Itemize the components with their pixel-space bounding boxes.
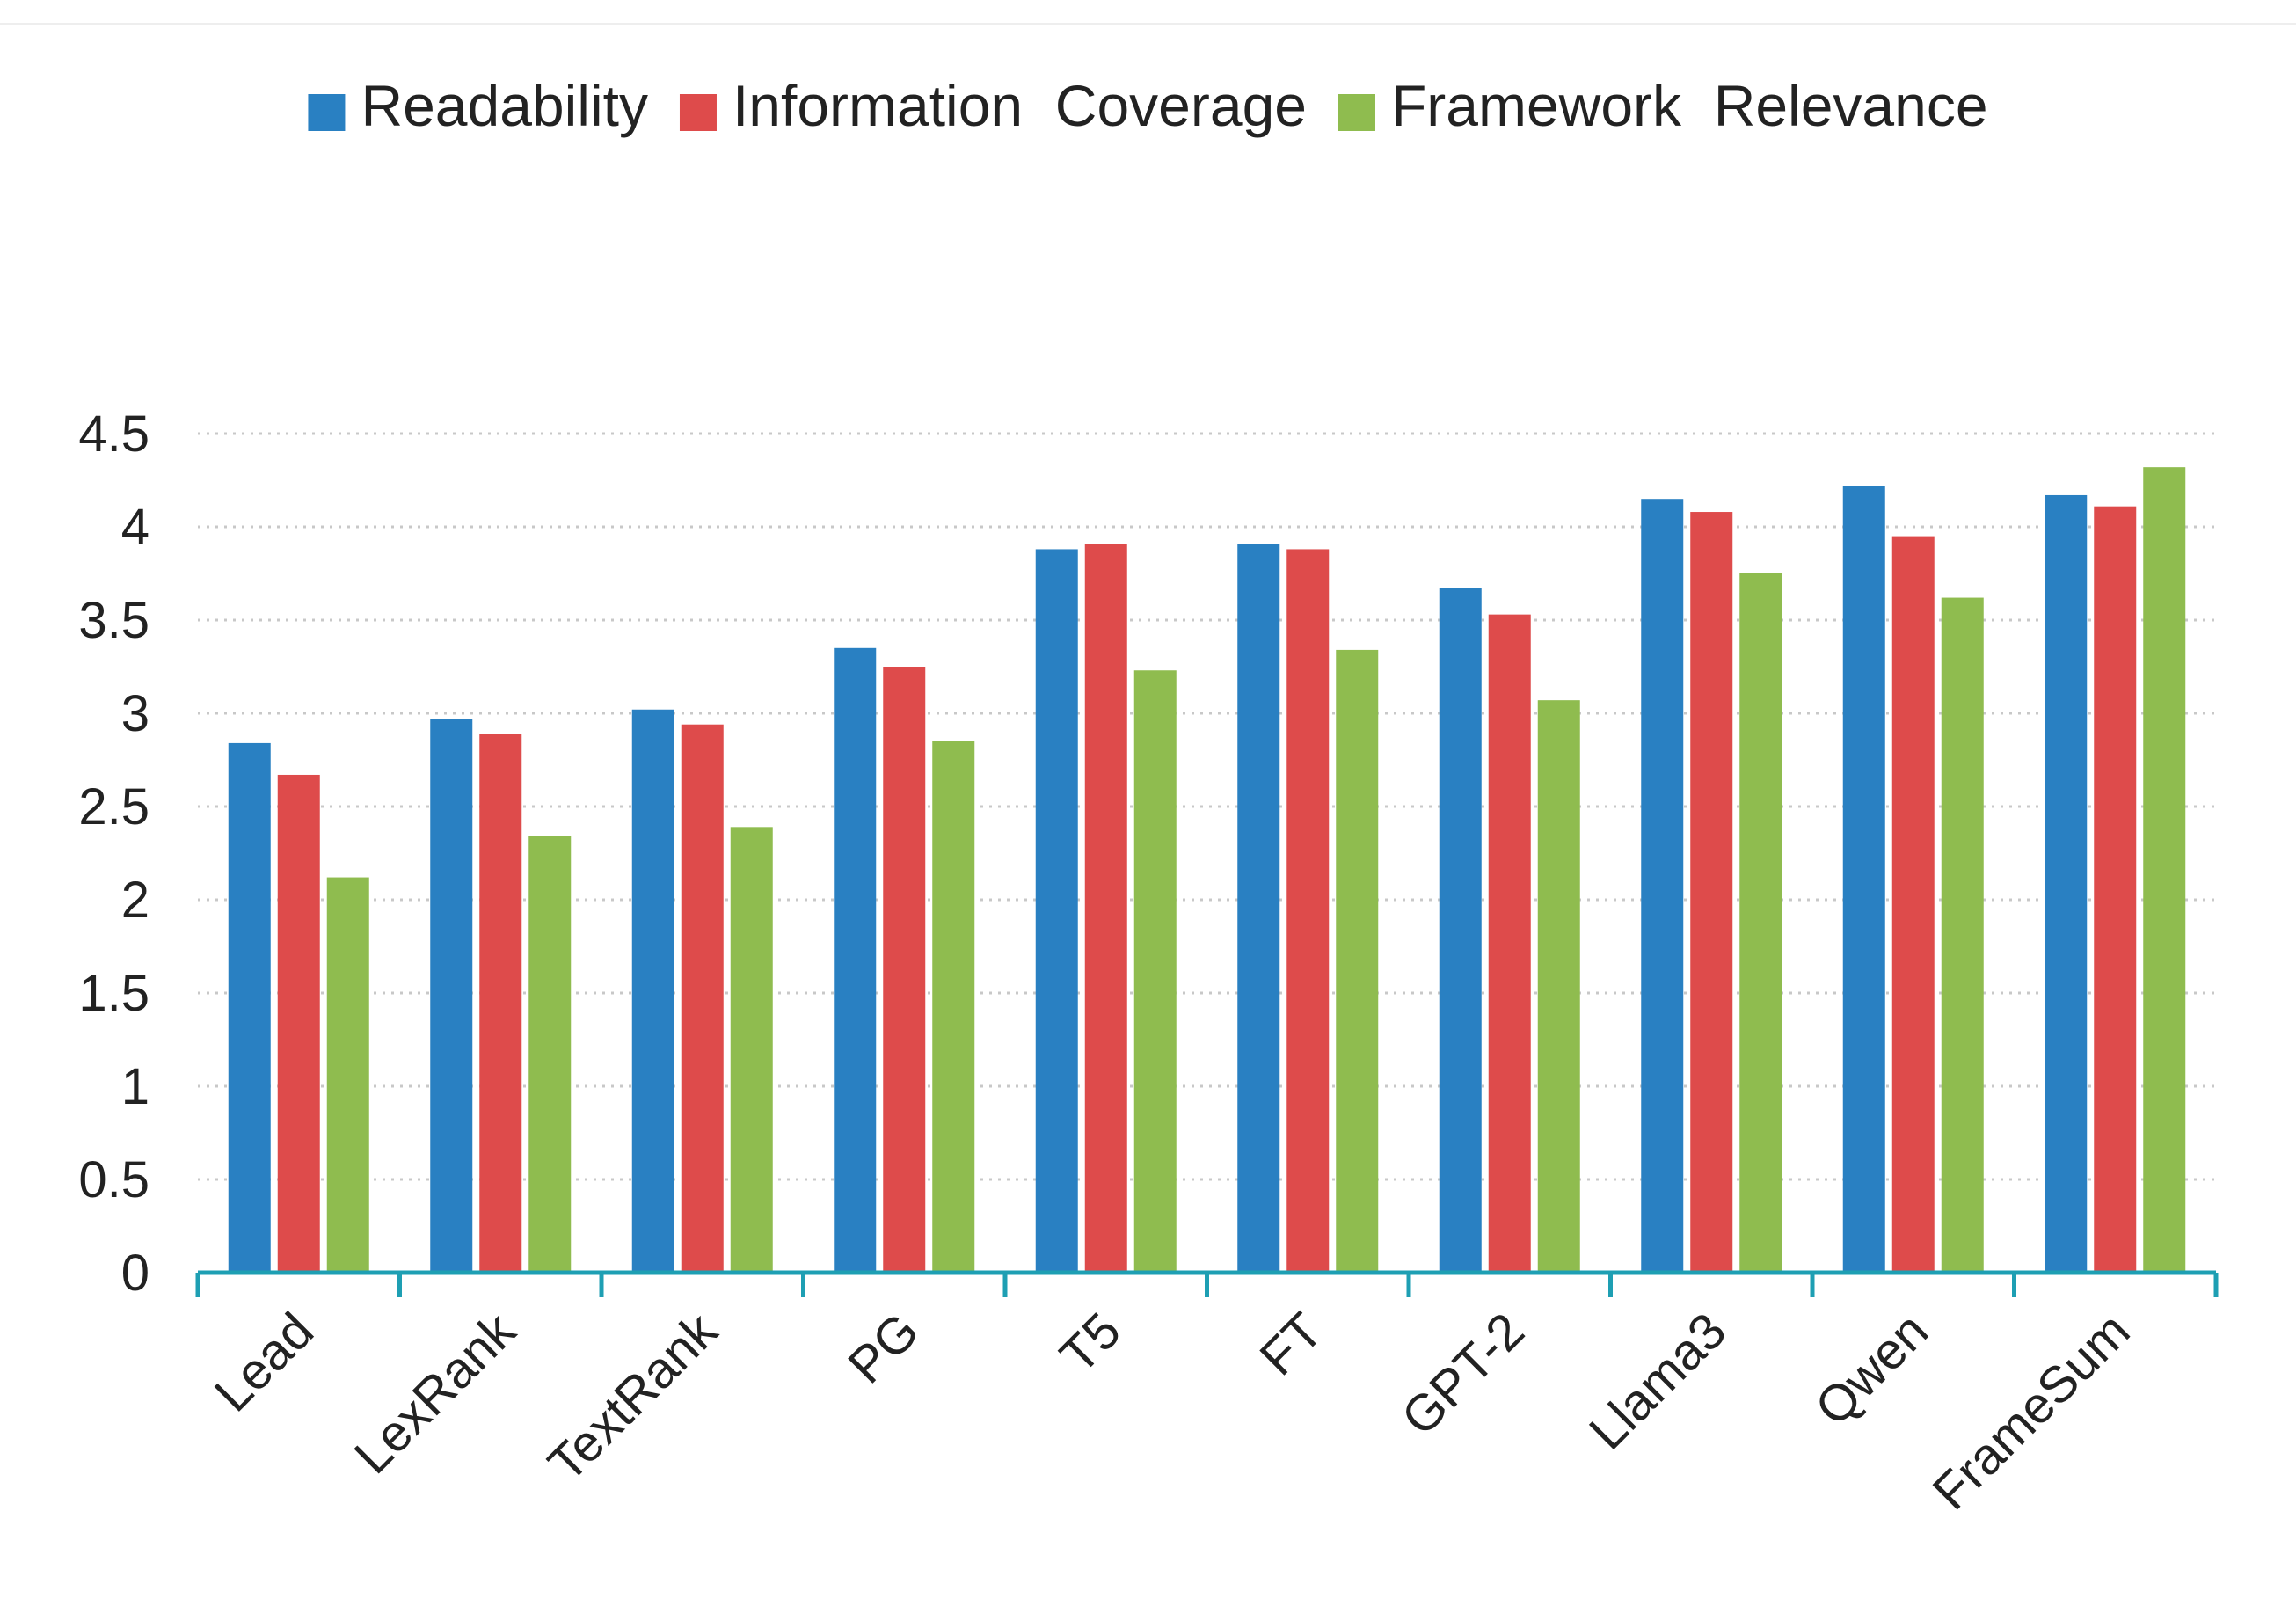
bar-framesum-series-0 [2045,494,2088,1273]
bar-textrank-series-2 [730,827,773,1273]
x-axis [195,1270,2219,1297]
bar-lead-series-0 [228,742,271,1273]
legend-label: Framework Relevance [1391,73,1988,138]
top-divider [0,23,2296,25]
x-category-label: LexRank [344,1302,528,1486]
bar-pg-series-0 [834,647,877,1273]
bar-lead-series-2 [326,877,369,1273]
x-category-label: T5 [1049,1302,1132,1384]
legend-swatch [1338,94,1375,131]
bar-lead-series-1 [277,774,320,1273]
x-axis-categories: Lead LexRank TextRank PG T5 FT GPT-2 Llama3 Qwen… [204,1302,2141,1521]
bar-llama3-series-1 [1690,512,1733,1273]
legend-swatch [679,94,717,131]
y-tick-label: 2 [121,872,149,929]
legend-swatch [308,94,346,131]
bar-pg-series-1 [883,667,926,1273]
y-tick-label: 3 [121,685,149,742]
y-tick-label: 0 [121,1245,149,1302]
x-category-label: Llama3 [1578,1302,1737,1460]
y-tick-label: 0.5 [78,1151,149,1208]
bar-pg-series-2 [932,741,975,1273]
bars [228,467,2186,1273]
bar-ft-series-1 [1286,549,1330,1273]
bar-gpt-2-series-2 [1537,700,1580,1273]
x-category-label: TextRank [537,1302,729,1493]
bar-qwen-series-2 [1941,597,1984,1273]
x-category-label: Lead [204,1302,324,1422]
legend-label: Information Coverage [733,73,1307,138]
x-category-label: GPT-2 [1390,1302,1534,1446]
bar-lexrank-series-0 [430,719,473,1273]
bar-qwen-series-1 [1891,536,1935,1273]
x-category-label: PG [837,1302,929,1394]
legend: Readability Information Coverage Framework… [308,73,1988,138]
bar-textrank-series-0 [631,709,674,1273]
bar-llama3-series-2 [1739,573,1782,1273]
bar-lexrank-series-2 [528,836,572,1273]
y-tick-label: 4.5 [78,405,149,463]
bar-qwen-series-0 [1842,486,1885,1273]
bar-ft-series-0 [1237,544,1280,1273]
bar-t5-series-1 [1084,544,1127,1273]
y-tick-label: 2.5 [78,778,149,836]
x-category-label: FrameSum [1922,1302,2141,1521]
y-axis-ticks: 0 0.5 1 1.5 2 2.5 3 3.5 4 4.5 [78,405,149,1302]
bar-t5-series-0 [1035,549,1078,1273]
x-category-label: FT [1249,1302,1333,1386]
bar-textrank-series-1 [681,724,724,1273]
bar-lexrank-series-1 [479,734,522,1273]
bar-gpt-2-series-0 [1439,588,1482,1273]
y-tick-label: 3.5 [78,592,149,649]
y-tick-label: 4 [121,499,149,556]
bar-gpt-2-series-1 [1488,614,1531,1273]
y-tick-label: 1.5 [78,965,149,1022]
legend-label: Readability [361,73,648,138]
y-tick-label: 1 [121,1058,149,1115]
bar-framesum-series-1 [2094,506,2137,1273]
bar-ft-series-2 [1336,649,1379,1273]
bar-t5-series-2 [1133,670,1177,1273]
bar-llama3-series-0 [1641,499,1684,1273]
x-category-label: Qwen [1804,1302,1939,1436]
bar-framesum-series-2 [2143,467,2186,1273]
